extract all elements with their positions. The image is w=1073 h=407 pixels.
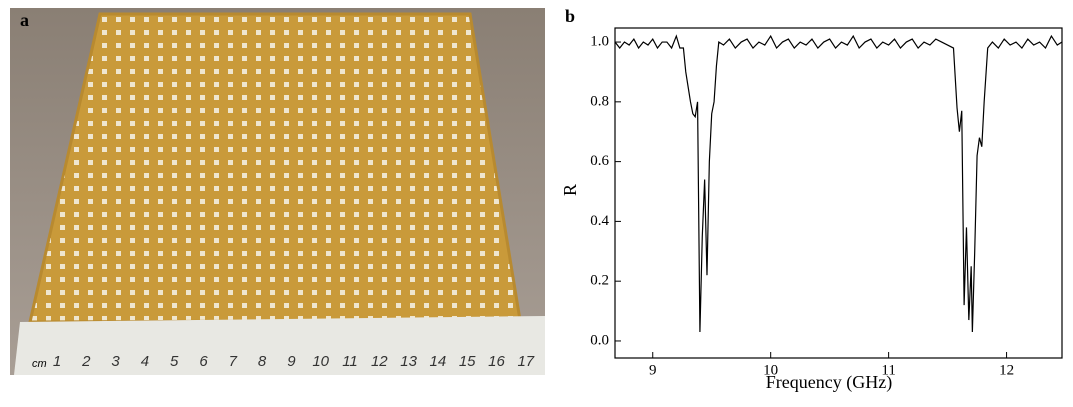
ruler-number: 12 bbox=[371, 353, 388, 370]
panel-label: a bbox=[20, 10, 29, 30]
y-tick-label: 0.6 bbox=[590, 153, 609, 169]
ruler-number: 14 bbox=[430, 353, 447, 370]
ruler bbox=[14, 316, 545, 375]
x-tick-label: 10 bbox=[763, 362, 778, 378]
ruler-number: 2 bbox=[81, 353, 91, 370]
ruler-number: 8 bbox=[258, 353, 267, 370]
ruler-number: 9 bbox=[287, 353, 296, 370]
y-axis-label: R bbox=[560, 184, 580, 196]
ruler-unit: cm bbox=[32, 358, 47, 370]
line bbox=[614, 34, 1063, 333]
ruler-number: 4 bbox=[141, 353, 149, 370]
ruler-number: 13 bbox=[400, 353, 417, 370]
x-tick-label: 12 bbox=[999, 362, 1014, 378]
y-tick-label: 1.0 bbox=[590, 33, 609, 49]
plot-frame bbox=[614, 27, 1063, 359]
ruler-number: 6 bbox=[199, 353, 208, 370]
y-tick-label: 0.8 bbox=[590, 93, 609, 109]
y-tick-label: 0.2 bbox=[590, 273, 609, 289]
ruler-number: 10 bbox=[312, 353, 329, 370]
board bbox=[28, 12, 522, 324]
ruler-number: 17 bbox=[517, 353, 534, 370]
y-tick-label: 0.4 bbox=[590, 213, 609, 229]
ruler-number: 5 bbox=[170, 353, 179, 370]
panel-label: b bbox=[565, 6, 575, 26]
ruler-number: 1 bbox=[53, 353, 61, 370]
y-tick-label: 0.0 bbox=[590, 332, 609, 348]
ruler-number: 7 bbox=[229, 353, 238, 370]
x-axis-label: Frequency (GHz) bbox=[766, 372, 892, 393]
ruler-number: 15 bbox=[459, 353, 476, 370]
ruler-number: 3 bbox=[111, 353, 120, 370]
photo bbox=[10, 8, 545, 375]
ruler-number: 16 bbox=[488, 353, 505, 370]
x-tick-label: 11 bbox=[881, 362, 895, 378]
ruler-number: 11 bbox=[342, 353, 358, 370]
x-tick-label: 9 bbox=[649, 362, 657, 378]
